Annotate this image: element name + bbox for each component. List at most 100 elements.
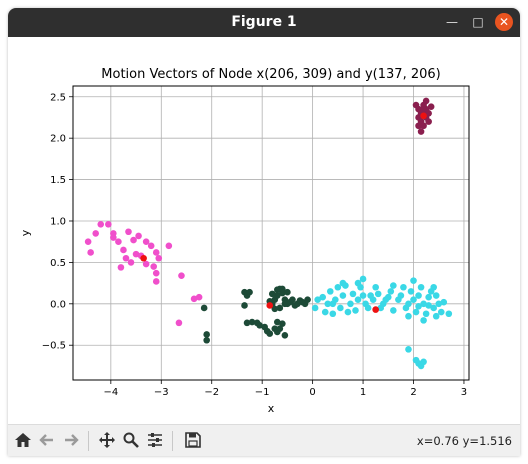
data-point (256, 322, 263, 329)
y-tick-label: 1.0 (50, 216, 66, 227)
window-title: Figure 1 (231, 14, 297, 30)
data-point (364, 304, 372, 312)
data-point (352, 307, 359, 314)
toolbar-separator (172, 431, 173, 451)
data-point (400, 283, 407, 291)
data-point (281, 331, 289, 339)
back-icon[interactable] (36, 429, 58, 451)
data-point (334, 283, 342, 291)
data-point (127, 259, 135, 266)
data-point (165, 242, 173, 250)
zoom-icon[interactable] (120, 429, 142, 451)
data-point (276, 325, 284, 332)
data-point (425, 118, 432, 125)
y-tick-label: 0.5 (50, 258, 66, 269)
data-point (417, 128, 425, 135)
data-point (415, 302, 422, 310)
data-point (142, 260, 150, 268)
data-point (203, 331, 210, 338)
data-point (349, 290, 357, 298)
data-point (425, 293, 432, 301)
data-point (420, 317, 427, 324)
data-point (337, 304, 344, 312)
data-point (372, 283, 379, 291)
data-point (105, 221, 112, 228)
data-point (425, 302, 432, 309)
data-point (281, 300, 289, 308)
data-point (246, 288, 253, 296)
figure-canvas: −4 −3 −2 −1 0 1 2 3 −0.5 0.0 0.5 1.0 1.5 2.0 2.5 Motio… (8, 37, 520, 424)
data-point (354, 296, 362, 303)
maximize-icon[interactable]: □ (472, 15, 484, 29)
data-point (84, 238, 92, 245)
axis-ticks: −4 −3 −2 −1 0 1 2 3 −0.5 0.0 0.5 1.0 1.5 2.0 2.5 (42, 92, 467, 398)
data-point (417, 283, 425, 291)
data-point (274, 286, 281, 294)
data-point (432, 312, 440, 320)
data-point (122, 254, 130, 262)
close-icon[interactable]: ✕ (495, 13, 513, 31)
data-point (132, 250, 140, 258)
data-point (274, 292, 281, 299)
data-point (195, 293, 203, 301)
y-tick-label: 2.0 (50, 134, 66, 145)
title-bar: Figure 1 — □ ✕ (8, 8, 520, 37)
pan-icon[interactable] (96, 429, 118, 451)
y-tick-label: −0.5 (42, 341, 66, 352)
data-point (314, 296, 321, 303)
data-point (178, 272, 185, 279)
data-point (359, 292, 367, 299)
data-point (432, 292, 440, 299)
x-tick-label: 3 (461, 387, 467, 398)
data-point (420, 300, 427, 308)
x-tick-label: 0 (309, 387, 315, 398)
data-point (311, 304, 319, 312)
data-point (271, 305, 279, 313)
forward-icon[interactable] (60, 429, 82, 451)
data-point (190, 295, 198, 303)
data-point (140, 254, 147, 262)
minimize-icon[interactable]: — (446, 15, 458, 29)
data-point (415, 292, 422, 299)
data-point (152, 249, 160, 256)
data-point (440, 298, 448, 306)
data-point (374, 290, 382, 298)
x-tick-label: −2 (204, 387, 219, 398)
data-point (329, 300, 337, 308)
x-tick-label: −3 (154, 387, 169, 398)
data-point (279, 320, 286, 327)
data-point (420, 358, 427, 366)
y-tick-label: 1.5 (50, 175, 66, 186)
data-point (243, 319, 251, 327)
data-point (420, 105, 427, 113)
data-point (152, 269, 160, 277)
data-points (84, 97, 453, 370)
scatter-chart: −4 −3 −2 −1 0 1 2 3 −0.5 0.0 0.5 1.0 1.5 2.0 2.5 Motio… (19, 67, 470, 415)
data-point (319, 293, 327, 301)
data-point (115, 238, 122, 245)
data-point (241, 302, 248, 309)
data-point (120, 246, 127, 254)
data-point (397, 292, 405, 299)
data-point (430, 283, 437, 291)
y-axis-label: y (19, 229, 32, 236)
data-point (304, 296, 311, 303)
home-icon[interactable] (12, 429, 34, 451)
data-point (437, 308, 445, 316)
data-point (324, 300, 332, 308)
data-point (405, 312, 412, 320)
configure-subplots-icon[interactable] (144, 429, 166, 451)
data-point (430, 304, 437, 312)
data-point (387, 288, 395, 295)
data-point (407, 288, 415, 295)
x-tick-label: 1 (360, 387, 366, 398)
data-point (415, 122, 422, 130)
data-point (422, 310, 430, 318)
data-point (289, 296, 296, 303)
x-tick-label: −1 (255, 387, 270, 398)
data-point (155, 254, 163, 262)
save-icon[interactable] (182, 429, 204, 451)
data-point (390, 282, 397, 289)
data-point (339, 279, 347, 287)
data-point (339, 292, 347, 299)
